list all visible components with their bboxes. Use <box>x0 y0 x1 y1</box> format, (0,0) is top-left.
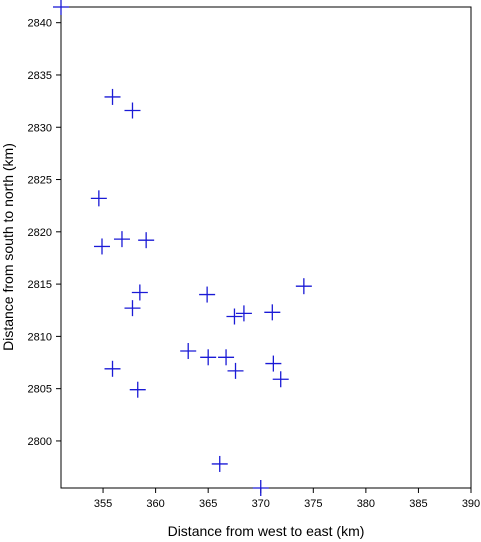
data-point <box>104 360 121 377</box>
data-point <box>180 343 197 360</box>
data-point <box>226 308 243 325</box>
x-tick-label: 390 <box>462 498 480 510</box>
x-axis: 355 360 365 370 375 380 385 390 <box>94 488 480 510</box>
data-point <box>113 231 130 248</box>
data-point <box>252 480 269 496</box>
x-tick-label: 375 <box>304 498 322 510</box>
data-point <box>90 190 107 207</box>
x-tick-label: 385 <box>409 498 427 510</box>
y-tick-label: 2800 <box>28 436 52 448</box>
data-point <box>218 349 235 366</box>
data-point <box>131 284 148 301</box>
plot-frame <box>60 6 472 489</box>
y-tick-label: 2840 <box>28 18 52 30</box>
y-tick-label: 2820 <box>28 227 52 239</box>
data-point <box>264 304 281 321</box>
data-point <box>53 0 69 15</box>
y-tick-label: 2815 <box>28 279 52 291</box>
data-point <box>124 102 141 119</box>
x-tick-label: 360 <box>146 498 164 510</box>
data-point <box>211 455 228 472</box>
data-point <box>235 305 252 322</box>
data-point <box>272 371 289 388</box>
data-point <box>129 381 146 398</box>
data-point <box>227 362 244 379</box>
y-axis-title: Distance from south to north (km) <box>0 143 16 351</box>
x-tick-label: 365 <box>199 498 217 510</box>
y-tick-label: 2830 <box>28 122 52 134</box>
x-tick-label: 370 <box>252 498 270 510</box>
y-tick-label: 2810 <box>28 331 52 343</box>
data-point <box>265 355 282 372</box>
data-point <box>104 88 121 105</box>
x-tick-label: 355 <box>94 498 112 510</box>
y-tick-label: 2805 <box>28 384 52 396</box>
x-tick-label: 380 <box>357 498 375 510</box>
data-point <box>295 278 312 295</box>
data-point <box>138 232 155 249</box>
y-tick-label: 2825 <box>28 175 52 187</box>
data-point <box>94 238 110 255</box>
y-axis: 2800 2805 2810 2815 2820 2825 2830 2835 2840 <box>28 18 61 448</box>
data-point <box>124 300 141 317</box>
data-point <box>200 349 217 366</box>
data-point <box>199 286 216 303</box>
x-axis-title: Distance from west to east (km) <box>168 523 365 539</box>
data-points <box>53 0 312 496</box>
y-tick-label: 2835 <box>28 70 52 82</box>
